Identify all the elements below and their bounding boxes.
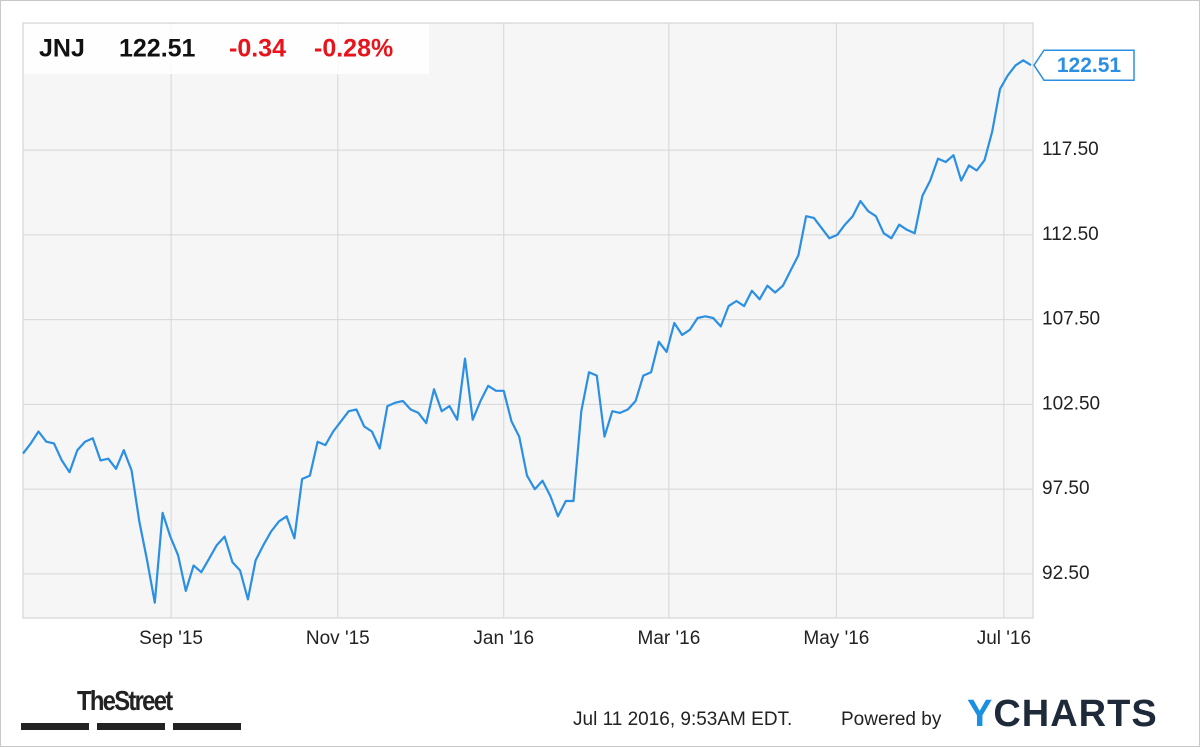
y-tick-label: 97.50 <box>1042 478 1090 499</box>
header-box <box>24 24 429 74</box>
chart: JNJ 122.51 -0.34 -0.28% 92.50 97.50 102.50… <box>22 22 1135 649</box>
brand-logo: TheStreet <box>77 685 173 716</box>
y-tick-label: 102.50 <box>1042 393 1100 414</box>
y-tick-label: 107.50 <box>1042 309 1100 330</box>
y-tick-label: 117.50 <box>1042 139 1099 160</box>
change-percent: -0.28% <box>314 35 393 63</box>
grid <box>23 23 1033 618</box>
x-tick-label: Nov '15 <box>306 628 370 649</box>
change: -0.34 <box>229 35 286 63</box>
brand-bars <box>21 723 241 730</box>
price-line <box>22 59 1032 604</box>
symbol: JNJ <box>39 35 85 63</box>
powered-by: Powered by <box>841 709 942 730</box>
x-tick-label: Mar '16 <box>638 628 701 649</box>
timestamp: Jul 11 2016, 9:53AM EDT. <box>573 709 793 730</box>
plot-area <box>22 22 1034 619</box>
y-tick-label: 112.50 <box>1042 224 1099 245</box>
provider-logo: YCHARTS <box>967 693 1158 735</box>
marks <box>22 59 1032 604</box>
last-price-box <box>1033 49 1135 81</box>
price: 122.51 <box>119 35 196 63</box>
x-tick-label: Jan '16 <box>473 628 534 649</box>
x-tick-label: May '16 <box>803 628 869 649</box>
x-tick-label: Sep '15 <box>139 628 203 649</box>
x-tick-label: Jul '16 <box>977 628 1031 649</box>
y-tick-label: 92.50 <box>1042 563 1090 584</box>
footer: TheStreet Jul 11 2016, 9:53AM EDT. Power… <box>1 681 1199 741</box>
last-price-label: 122.51 <box>1057 54 1122 77</box>
